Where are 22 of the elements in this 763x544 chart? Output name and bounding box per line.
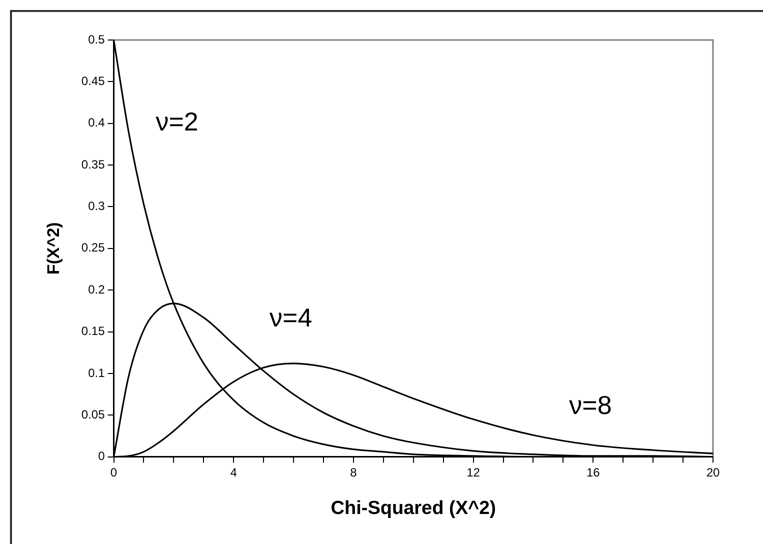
- x-axis-title: Chi-Squared (X^2): [330, 498, 496, 519]
- y-tick-label: 0.4: [88, 116, 106, 130]
- x-tick-label: 4: [230, 465, 238, 480]
- y-tick-label: 0: [98, 449, 106, 464]
- y-tick-label: 0.2: [88, 282, 106, 296]
- series-label: ν=8: [569, 390, 612, 420]
- x-tick-label: 0: [110, 465, 118, 480]
- x-tick-label: 12: [466, 465, 480, 480]
- y-tick-label: 0.15: [81, 324, 106, 338]
- y-tick-label: 0.05: [81, 407, 106, 422]
- y-tick-label: 0.35: [81, 157, 106, 172]
- x-tick-label: 20: [706, 465, 720, 480]
- y-axis-title: F(X^2): [44, 222, 63, 275]
- x-tick-label: 16: [586, 465, 600, 480]
- y-tick-label: 0.3: [88, 199, 106, 214]
- y-tick-label: 0.25: [81, 240, 106, 255]
- x-tick-label: 8: [350, 465, 358, 480]
- series-label: ν=4: [270, 302, 312, 332]
- y-tick-label: 0.1: [88, 366, 106, 380]
- y-tick-label: 0.5: [88, 32, 106, 46]
- y-tick-label: 0.45: [81, 74, 106, 88]
- series-label: ν=2: [156, 106, 198, 137]
